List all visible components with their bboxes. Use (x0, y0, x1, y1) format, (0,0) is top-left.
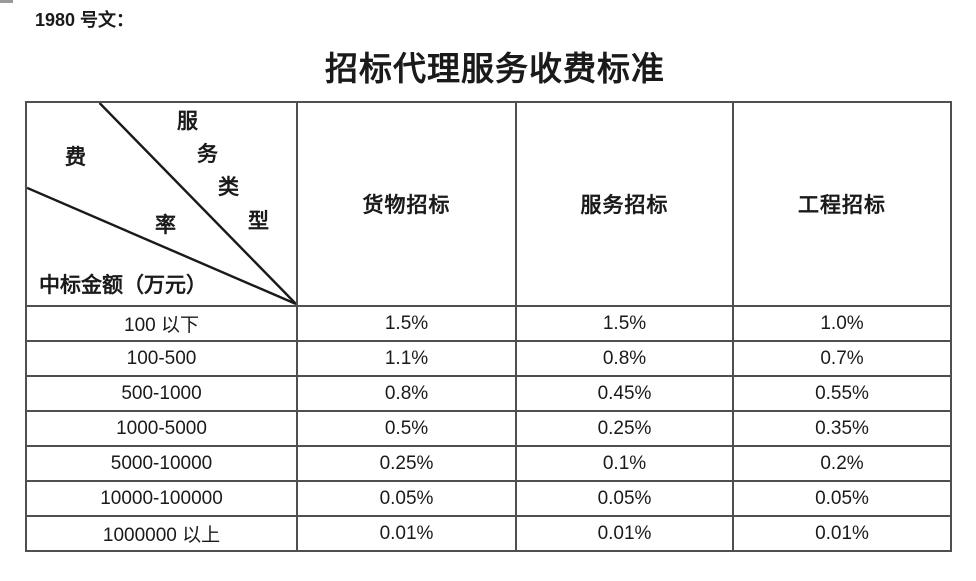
rate-cell: 0.8% (515, 340, 734, 377)
column-header-services: 服务招标 (515, 101, 734, 307)
diagonal-type-char: 型 (248, 209, 269, 233)
rate-cell: 0.05% (515, 480, 734, 517)
column-header-goods: 货物招标 (296, 101, 517, 307)
diagonal-lines (28, 104, 295, 304)
amount-range-cell: 5000-10000 (25, 445, 298, 482)
table-row: 5000-10000 0.25% 0.1% 0.2% (25, 445, 952, 482)
rate-cell: 0.8% (296, 375, 517, 412)
rate-cell: 1.0% (732, 305, 952, 342)
rate-cell: 1.5% (515, 305, 734, 342)
table-row: 1000-5000 0.5% 0.25% 0.35% (25, 410, 952, 447)
fee-table: 服 务 类 型 费 率 中标金额（万元） 货物招标 服务招标 工程招标 100 … (25, 101, 952, 552)
diagonal-line-lower (28, 186, 295, 304)
rate-cell: 0.55% (732, 375, 952, 412)
table-row: 500-1000 0.8% 0.45% 0.55% (25, 375, 952, 412)
diagonal-type-char: 务 (197, 142, 218, 166)
diagonal-header-cell: 服 务 类 型 费 率 中标金额（万元） (25, 101, 298, 307)
amount-axis-label: 中标金额（万元） (39, 273, 207, 297)
amount-range-cell: 1000000 以上 (25, 515, 298, 552)
amount-range-cell: 1000-5000 (25, 410, 298, 447)
rate-cell: 0.25% (515, 410, 734, 447)
rate-cell: 0.45% (515, 375, 734, 412)
rate-cell: 0.1% (515, 445, 734, 482)
page-title: 招标代理服务收费标准 (325, 52, 665, 88)
rate-cell: 1.1% (296, 340, 517, 377)
column-header-works: 工程招标 (732, 101, 952, 307)
table-row: 100-500 1.1% 0.8% 0.7% (25, 340, 952, 377)
diagonal-rate-char: 费 (65, 145, 86, 169)
diagonal-type-char: 类 (218, 175, 239, 199)
diagonal-rate-char: 率 (155, 213, 176, 237)
table-header-row: 服 务 类 型 费 率 中标金额（万元） 货物招标 服务招标 工程招标 (25, 101, 952, 307)
rate-cell: 0.05% (296, 480, 517, 517)
rate-cell: 0.5% (296, 410, 517, 447)
rate-cell: 0.25% (296, 445, 517, 482)
doc-number: 1980 号文： (35, 10, 135, 30)
amount-range-cell: 500-1000 (25, 375, 298, 412)
rate-cell: 0.35% (732, 410, 952, 447)
table-row: 100 以下 1.5% 1.5% 1.0% (25, 305, 952, 342)
table-row: 10000-100000 0.05% 0.05% 0.05% (25, 480, 952, 517)
rate-cell: 0.2% (732, 445, 952, 482)
amount-range-cell: 10000-100000 (25, 480, 298, 517)
rate-cell: 1.5% (296, 305, 517, 342)
diagonal-type-char: 服 (177, 109, 198, 133)
rate-cell: 0.7% (732, 340, 952, 377)
rate-cell: 0.01% (296, 515, 517, 552)
amount-range-cell: 100 以下 (25, 305, 298, 342)
rate-cell: 0.01% (515, 515, 734, 552)
rate-cell: 0.01% (732, 515, 952, 552)
diagonal-line-upper (98, 104, 295, 304)
amount-range-cell: 100-500 (25, 340, 298, 377)
rate-cell: 0.05% (732, 480, 952, 517)
table-row: 1000000 以上 0.01% 0.01% 0.01% (25, 515, 952, 552)
page-edge-artifact (0, 0, 13, 3)
